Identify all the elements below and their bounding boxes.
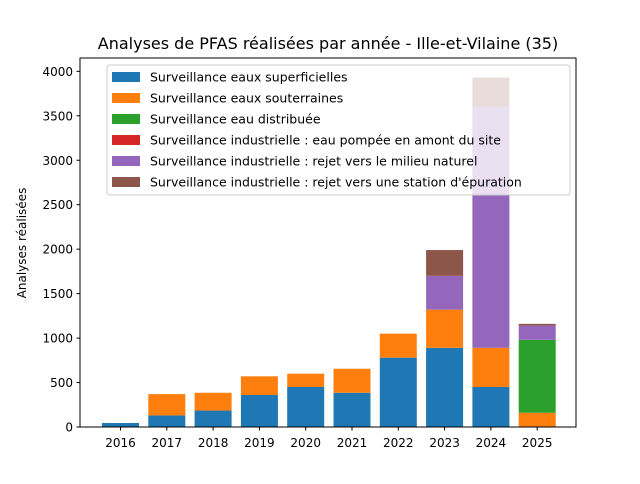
legend-label-0: Surveillance eaux superficielles [150, 70, 348, 85]
bar-2017-series-1 [148, 394, 186, 416]
bar-2021-series-1 [333, 368, 371, 393]
chart-title: Analyses de PFAS réalisées par année - I… [98, 34, 558, 53]
legend-swatch-0 [112, 72, 140, 82]
bar-2023-series-4 [426, 275, 464, 310]
y-axis-label: Analyses réalisées [15, 188, 29, 299]
legend-label-1: Surveillance eaux souterraines [150, 91, 343, 106]
bar-2023-series-5 [426, 250, 464, 276]
x-tick-label-2017: 2017 [152, 436, 183, 450]
bar-2022-series-0 [379, 357, 417, 427]
x-tick-label-2023: 2023 [429, 436, 460, 450]
x-tick-label-2024: 2024 [476, 436, 507, 450]
bar-2020-series-1 [287, 373, 325, 387]
y-tick-label-2000: 2000 [42, 243, 73, 257]
bar-2019-series-1 [240, 376, 278, 395]
bar-2024-series-0 [472, 386, 510, 427]
bar-2019-series-0 [240, 394, 278, 427]
bar-2018-series-0 [194, 410, 232, 427]
x-tick-label-2018: 2018 [198, 436, 229, 450]
y-tick-label-0: 0 [65, 421, 73, 435]
bar-2025-series-5 [518, 323, 556, 326]
y-tick-label-3000: 3000 [42, 154, 73, 168]
legend-label-4: Surveillance industrielle : rejet vers l… [150, 154, 477, 169]
x-tick-label-2020: 2020 [290, 436, 321, 450]
legend-label-5: Surveillance industrielle : rejet vers u… [150, 175, 522, 190]
bar-2023-series-0 [426, 347, 464, 427]
x-tick-label-2022: 2022 [383, 436, 414, 450]
y-tick-label-1000: 1000 [42, 332, 73, 346]
legend-swatch-1 [112, 93, 140, 103]
x-tick-label-2025: 2025 [522, 436, 553, 450]
bar-2016-series-0 [102, 423, 139, 427]
x-tick-label-2021: 2021 [337, 436, 368, 450]
bar-2024-series-1 [472, 347, 510, 387]
bar-2023-series-1 [426, 309, 464, 348]
legend-swatch-3 [112, 135, 140, 145]
x-tick-label-2016: 2016 [105, 436, 136, 450]
x-tick-label-2019: 2019 [244, 436, 275, 450]
y-tick-label-3500: 3500 [42, 109, 73, 123]
legend-label-3: Surveillance industrielle : eau pompée e… [150, 133, 501, 148]
bar-2025-series-1 [518, 412, 556, 427]
legend-swatch-4 [112, 156, 140, 166]
bar-2017-series-0 [148, 415, 186, 427]
bar-2020-series-0 [287, 386, 325, 427]
bar-2025-series-4 [518, 325, 556, 340]
legend-swatch-2 [112, 114, 140, 124]
y-tick-label-2500: 2500 [42, 198, 73, 212]
axes-group: 0 500 1000 1500 2000 2500 3000 3500 4000 2016 2017… [42, 57, 577, 450]
bar-2022-series-1 [379, 333, 417, 358]
legend-swatch-5 [112, 177, 140, 187]
plot-frame [79, 57, 577, 428]
y-tick-label-500: 500 [50, 376, 73, 390]
bar-2025-series-2 [518, 339, 556, 413]
legend: Surveillance eaux superficielles Surveill… [106, 64, 571, 196]
bars-group [102, 77, 556, 427]
bar-2018-series-1 [194, 392, 232, 411]
y-tick-label-4000: 4000 [42, 65, 73, 79]
bar-2021-series-0 [333, 392, 371, 427]
legend-label-2: Surveillance eau distribuée [150, 112, 321, 127]
y-tick-label-1500: 1500 [42, 287, 73, 301]
legend-box [106, 64, 571, 196]
